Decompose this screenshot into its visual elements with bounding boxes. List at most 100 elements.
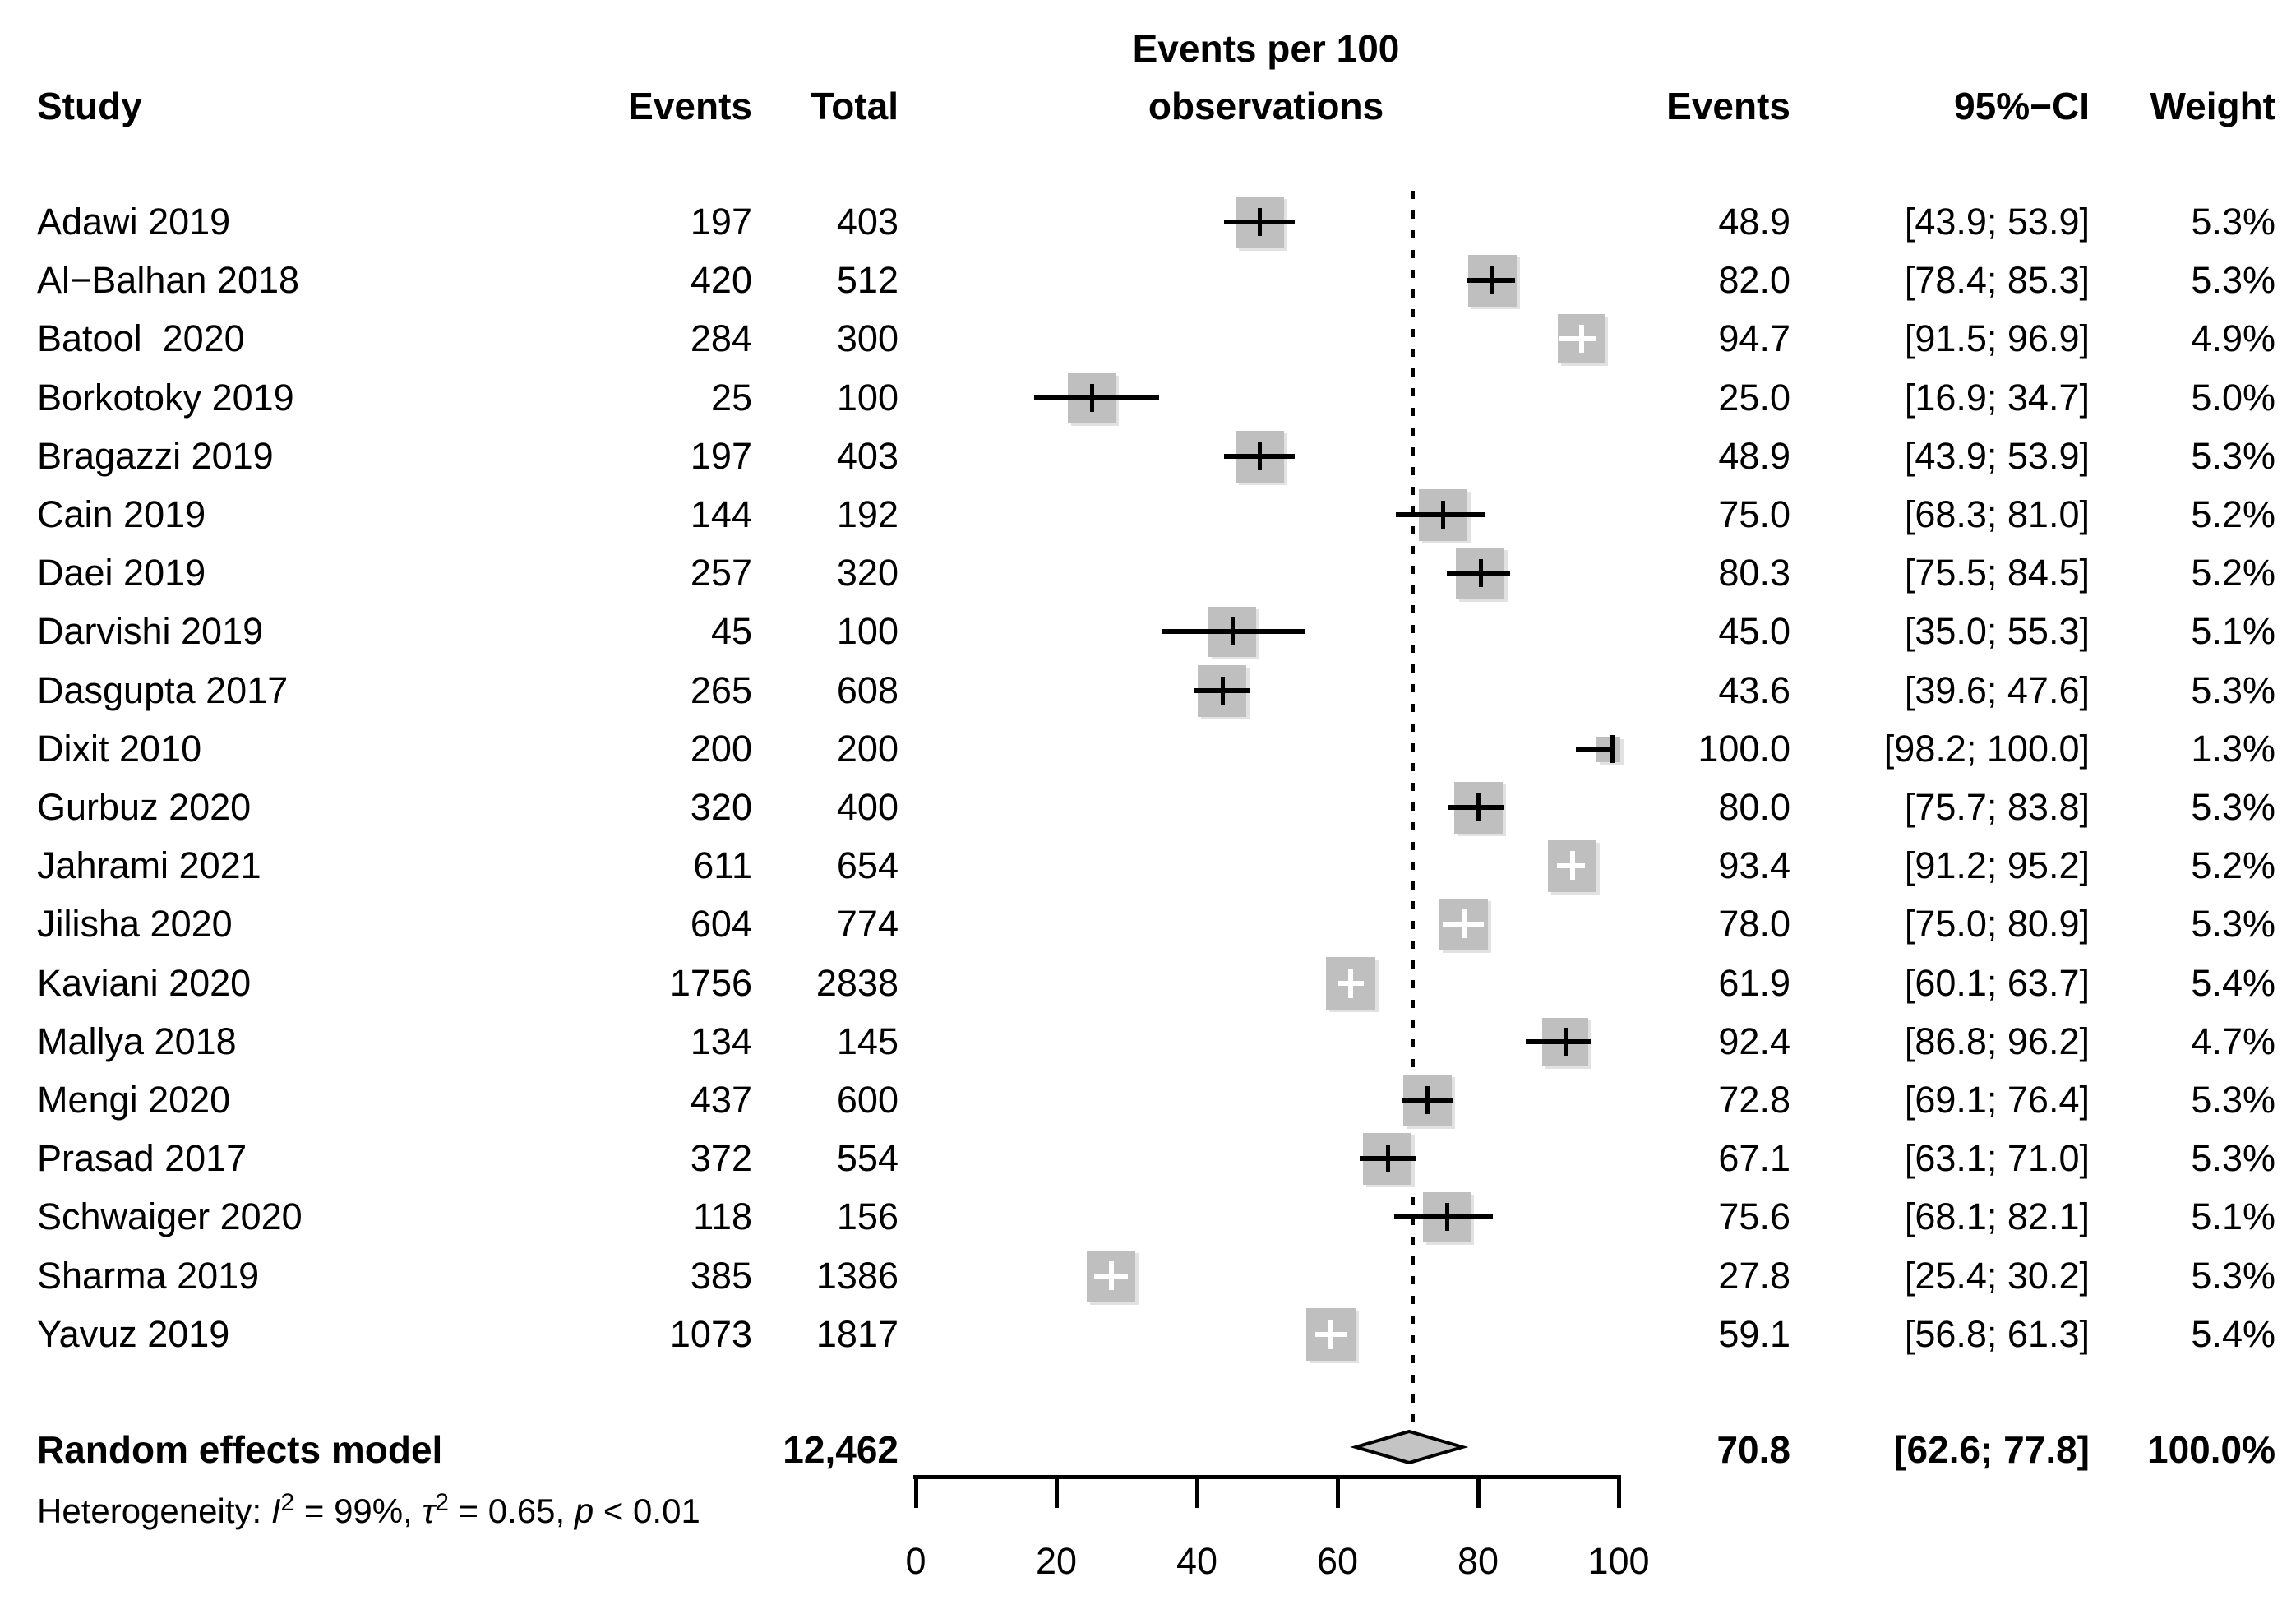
- study-name: Cain 2019: [37, 493, 206, 535]
- study-events: 437: [690, 1079, 752, 1121]
- study-weight: 5.3%: [2191, 1079, 2275, 1121]
- study-events-pct: 75.0: [1718, 493, 1790, 535]
- study-estimate-tick: [1090, 384, 1094, 412]
- study-weight: 5.3%: [2191, 903, 2275, 945]
- study-weight: 5.2%: [2191, 844, 2275, 886]
- x-axis-tick: [1617, 1479, 1621, 1508]
- study-row: Bragazzi 2019 197 403 48.9 [43.9; 53.9] …: [0, 432, 2296, 480]
- study-events-pct: 43.6: [1718, 669, 1790, 711]
- study-total: 320: [836, 552, 899, 594]
- study-ci: [39.6; 47.6]: [1904, 669, 2090, 711]
- summary-weight: 100.0%: [2146, 1428, 2275, 1471]
- study-events: 1073: [669, 1313, 752, 1355]
- study-events-pct: 75.6: [1718, 1195, 1790, 1237]
- study-row: Adawi 2019 197 403 48.9 [43.9; 53.9] 5.3…: [0, 198, 2296, 246]
- study-events-pct: 48.9: [1718, 435, 1790, 477]
- study-ci: [75.0; 80.9]: [1904, 903, 2090, 945]
- column-header-events-pct: Events: [1666, 85, 1790, 127]
- summary-total: 12,462: [783, 1428, 899, 1471]
- study-ci: [68.3; 81.0]: [1904, 493, 2090, 535]
- study-events: 420: [690, 259, 752, 301]
- study-estimate-tick: [1610, 735, 1615, 763]
- study-ci: [43.9; 53.9]: [1904, 201, 2090, 243]
- study-ci: [60.1; 63.7]: [1904, 962, 2090, 1004]
- study-row: Prasad 2017 372 554 67.1 [63.1; 71.0] 5.…: [0, 1135, 2296, 1182]
- study-total: 1386: [815, 1255, 899, 1297]
- study-name: Yavuz 2019: [37, 1313, 230, 1355]
- study-events: 200: [690, 728, 752, 770]
- study-ci-line: [1034, 395, 1159, 400]
- study-total: 608: [836, 669, 899, 711]
- study-estimate-tick-white: [1462, 909, 1467, 938]
- x-axis-tick: [1055, 1479, 1059, 1508]
- study-events-pct: 25.0: [1718, 377, 1790, 419]
- study-total: 512: [836, 259, 899, 301]
- study-weight: 5.2%: [2191, 493, 2275, 535]
- summary-row: Random effects model 12,462 70.8 [62.6; …: [0, 1426, 2296, 1473]
- study-events-pct: 59.1: [1718, 1313, 1790, 1355]
- study-name: Dixit 2010: [37, 728, 202, 770]
- study-name: Prasad 2017: [37, 1137, 247, 1179]
- study-row: Mengi 2020 437 600 72.8 [69.1; 76.4] 5.3…: [0, 1076, 2296, 1124]
- study-row: Daei 2019 257 320 80.3 [75.5; 84.5] 5.2%: [0, 549, 2296, 597]
- study-name: Daei 2019: [37, 552, 206, 594]
- het-tau-sup: 2: [435, 1489, 449, 1516]
- study-name: Dasgupta 2017: [37, 669, 289, 711]
- study-events-pct: 94.7: [1718, 317, 1790, 359]
- study-total: 600: [836, 1079, 899, 1121]
- study-name: Schwaiger 2020: [37, 1195, 303, 1237]
- column-header-ci: 95%−CI: [1954, 85, 2090, 127]
- x-axis-tick-label: 80: [1457, 1540, 1499, 1582]
- study-weight: 5.4%: [2191, 962, 2275, 1004]
- study-ci: [98.2; 100.0]: [1883, 728, 2090, 770]
- study-weight: 5.1%: [2191, 610, 2275, 652]
- study-estimate-tick-white: [1579, 325, 1584, 353]
- study-total: 2838: [815, 962, 899, 1004]
- column-header-weight: Weight: [2150, 85, 2275, 127]
- study-total: 200: [836, 728, 899, 770]
- study-weight: 5.1%: [2191, 1195, 2275, 1237]
- study-weight: 5.4%: [2191, 1313, 2275, 1355]
- het-seg3: < 0.01: [594, 1491, 700, 1530]
- het-i-stat: I: [270, 1491, 281, 1530]
- study-ci: [25.4; 30.2]: [1904, 1255, 2090, 1297]
- study-events: 604: [690, 903, 752, 945]
- study-ci: [75.5; 84.5]: [1904, 552, 2090, 594]
- study-name: Adawi 2019: [37, 201, 231, 243]
- x-axis-tick: [914, 1479, 918, 1508]
- study-ci: [56.8; 61.3]: [1904, 1313, 2090, 1355]
- study-estimate-tick-white: [1570, 851, 1575, 880]
- study-ci: [91.2; 95.2]: [1904, 844, 2090, 886]
- column-header-events: Events: [628, 85, 752, 127]
- study-events: 45: [710, 610, 752, 652]
- study-total: 403: [836, 201, 899, 243]
- study-row: Darvishi 2019 45 100 45.0 [35.0; 55.3] 5…: [0, 608, 2296, 655]
- study-weight: 1.3%: [2191, 728, 2275, 770]
- study-weight: 5.3%: [2191, 1255, 2275, 1297]
- x-axis-tick-label: 40: [1176, 1540, 1218, 1582]
- study-name: Gurbuz 2020: [37, 786, 252, 828]
- study-row: Kaviani 2020 1756 2838 61.9 [60.1; 63.7]…: [0, 960, 2296, 1007]
- study-events: 1756: [669, 962, 752, 1004]
- study-ci: [63.1; 71.0]: [1904, 1137, 2090, 1179]
- study-events: 134: [690, 1020, 752, 1062]
- summary-reference-line: [1411, 191, 1415, 1431]
- het-seg1: = 99%,: [294, 1491, 423, 1530]
- study-ci: [86.8; 96.2]: [1904, 1020, 2090, 1062]
- study-events: 284: [690, 317, 752, 359]
- study-name: Mengi 2020: [37, 1079, 231, 1121]
- study-total: 774: [836, 903, 899, 945]
- study-events: 144: [690, 493, 752, 535]
- study-estimate-tick: [1441, 501, 1445, 529]
- study-ci: [91.5; 96.9]: [1904, 317, 2090, 359]
- x-axis-tick: [1195, 1479, 1199, 1508]
- study-events-pct: 100.0: [1698, 728, 1790, 770]
- study-events-pct: 80.3: [1718, 552, 1790, 594]
- study-total: 300: [836, 317, 899, 359]
- x-axis-tick: [1476, 1479, 1481, 1508]
- study-name: Mallya 2018: [37, 1020, 237, 1062]
- study-row: Al−Balhan 2018 420 512 82.0 [78.4; 85.3]…: [0, 257, 2296, 304]
- study-row: Cain 2019 144 192 75.0 [68.3; 81.0] 5.2%: [0, 491, 2296, 539]
- study-weight: 5.2%: [2191, 552, 2275, 594]
- study-ci-line: [1447, 571, 1510, 576]
